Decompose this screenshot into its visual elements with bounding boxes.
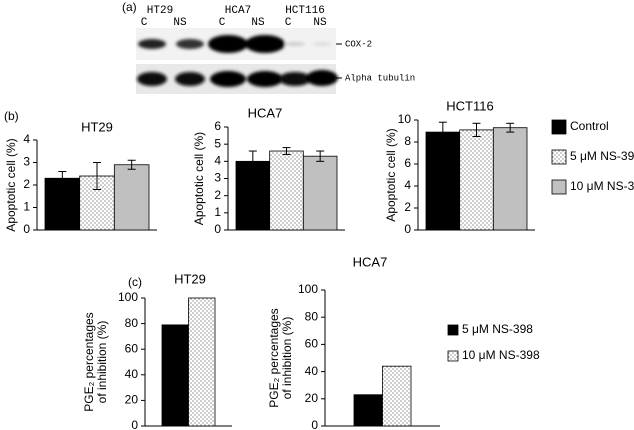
- bar: [492, 127, 528, 231]
- bar: [425, 131, 461, 231]
- legend-label: 10 μM NS-398: [570, 179, 634, 193]
- y-axis-label: Apoptotic cell (%): [384, 128, 398, 221]
- lane-label: C: [219, 17, 226, 29]
- y-axis-label: Apoptotic cell (%): [192, 132, 206, 225]
- y-tick-label: 10: [398, 112, 412, 126]
- y-tick-label: 4: [214, 154, 221, 168]
- bar: [302, 155, 338, 231]
- y-axis-label: PGE₂ percentages: [82, 312, 96, 411]
- legend-swatch: [551, 149, 567, 165]
- y-axis-label: PGE₂ percentages: [267, 308, 281, 407]
- lane-label: C: [285, 17, 292, 29]
- y-tick-label: 40: [125, 367, 139, 381]
- cell-line: HT29: [147, 5, 173, 17]
- bar: [161, 324, 189, 427]
- y-tick-label: 1: [23, 200, 30, 214]
- bar: [269, 150, 304, 231]
- bar: [459, 129, 494, 231]
- cell-line: HCA7: [225, 5, 251, 17]
- y-axis-label: Apoptotic cell (%): [4, 138, 18, 231]
- lane-label: C: [141, 17, 148, 29]
- y-tick-label: 4: [23, 132, 30, 146]
- bar: [113, 164, 150, 231]
- y-axis-label: of inhibition (%): [95, 321, 109, 404]
- lane-label: NS: [313, 17, 327, 29]
- legend-swatch: [447, 350, 459, 362]
- legend-swatch: [551, 119, 567, 135]
- y-tick-label: 2: [23, 177, 30, 191]
- legend-label: 10 μM NS-398: [462, 348, 540, 362]
- y-tick-label: 5: [214, 136, 221, 150]
- legend-label: Control: [570, 119, 609, 133]
- y-tick-label: 40: [305, 364, 319, 378]
- chart-title: HT29: [81, 119, 113, 134]
- band-label: Alpha tubulin: [345, 73, 415, 83]
- y-tick-label: 20: [305, 391, 319, 405]
- bar: [382, 365, 412, 427]
- lane-label: NS: [251, 17, 265, 29]
- panel-label: (c): [128, 275, 142, 289]
- y-tick-label: 6: [404, 156, 411, 170]
- y-tick-label: 80: [305, 309, 319, 323]
- y-tick-label: 6: [214, 119, 221, 133]
- y-tick-label: 100: [298, 282, 318, 296]
- chart-title: HCA7: [353, 254, 388, 269]
- y-tick-label: 0: [131, 418, 138, 430]
- y-tick-label: 0: [23, 222, 30, 236]
- bands: [137, 35, 338, 87]
- bar: [188, 297, 216, 427]
- lane-label: NS: [173, 17, 187, 29]
- western-blot: HT29 HCA7 HCT116 C NS C NS C NS COX-2 Al…: [136, 5, 415, 94]
- chart-title: HT29: [174, 271, 206, 286]
- y-tick-label: 20: [125, 393, 139, 407]
- y-tick-label: 1: [214, 205, 221, 219]
- panel-label: (a): [122, 0, 137, 14]
- bar: [44, 177, 81, 231]
- y-axis-label: of inhibition (%): [280, 317, 294, 400]
- y-tick-label: 0: [311, 418, 318, 430]
- panel-label: (b): [4, 109, 19, 123]
- y-tick-label: 3: [214, 171, 221, 185]
- y-tick-label: 3: [23, 155, 30, 169]
- bar: [353, 394, 383, 427]
- y-tick-label: 0: [404, 222, 411, 236]
- y-tick-label: 4: [404, 178, 411, 192]
- y-tick-label: 80: [125, 316, 139, 330]
- y-tick-label: 2: [214, 188, 221, 202]
- y-tick-label: 2: [404, 200, 411, 214]
- bar: [235, 160, 271, 231]
- y-tick-label: 100: [118, 290, 138, 304]
- y-tick-label: 60: [125, 341, 139, 355]
- band-label: COX-2: [345, 39, 372, 49]
- y-tick-label: 8: [404, 134, 411, 148]
- legend-label: 5 μM NS-398: [570, 149, 634, 163]
- y-tick-label: 0: [214, 222, 221, 236]
- chart-title: HCT116: [446, 98, 493, 113]
- chart-title: HCA7: [248, 105, 283, 120]
- legend-label: 5 μM NS-398: [462, 322, 533, 336]
- y-tick-label: 60: [305, 337, 319, 351]
- legend-swatch: [447, 324, 459, 336]
- legend-swatch: [551, 179, 567, 195]
- cell-line: HCT116: [285, 5, 325, 17]
